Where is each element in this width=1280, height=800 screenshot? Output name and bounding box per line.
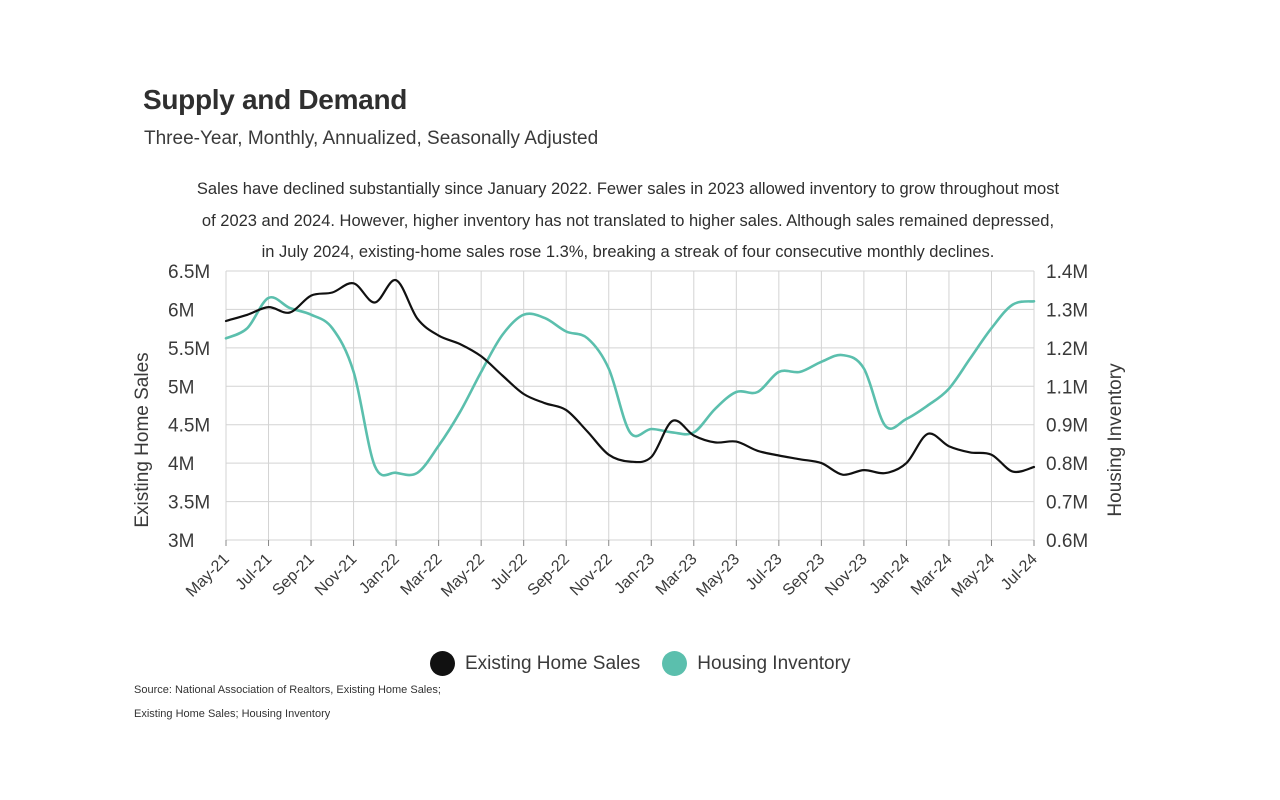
- x-tick-label: May-22: [438, 551, 488, 601]
- x-tick-label: Mar-24: [908, 551, 956, 599]
- description-line-2: of 2023 and 2024. However, higher invent…: [201, 211, 1055, 230]
- x-tick-label: Jan-23: [611, 551, 658, 598]
- y-left-tick-label: 5M: [168, 377, 194, 398]
- source-note-continued: Existing Home Sales; Housing Inventory: [134, 708, 331, 720]
- y-right-tick-label: 0.9M: [1046, 416, 1088, 437]
- y-left-tick-label: 6M: [168, 300, 194, 321]
- chart-description: Sales have declined substantially since …: [168, 174, 1088, 269]
- y-right-tick-label: 0.6M: [1046, 531, 1088, 552]
- legend-dot-sales: [430, 651, 455, 676]
- y-left-tick-label: 4M: [168, 454, 194, 475]
- legend-item-inventory: Housing Inventory: [662, 651, 850, 676]
- x-tick-label: Mar-23: [653, 551, 701, 599]
- y-left-axis-title: Existing Home Sales: [132, 352, 153, 527]
- y-right-axis-title: Housing Inventory: [1105, 363, 1126, 517]
- y-right-tick-label: 1.4M: [1046, 262, 1088, 283]
- y-right-tick-label: 1.3M: [1046, 300, 1088, 321]
- chart-title: Supply and Demand: [143, 84, 408, 115]
- x-tick-label: Jan-22: [356, 551, 403, 598]
- legend-label-sales: Existing Home Sales: [465, 652, 641, 674]
- x-tick-label: Mar-22: [398, 551, 446, 599]
- x-tick-label: Nov-22: [567, 551, 616, 600]
- legend-item-sales: Existing Home Sales: [430, 651, 640, 676]
- chart-subtitle: Three-Year, Monthly, Annualized, Seasona…: [144, 128, 599, 149]
- x-tick-label: Jul-24: [998, 551, 1041, 594]
- y-right-tick-label: 1.2M: [1046, 339, 1088, 360]
- x-tick-label: May-23: [693, 551, 743, 601]
- grid-layer: [225, 270, 1035, 546]
- legend-dot-inventory: [662, 651, 688, 676]
- y-right-tick-label: 1.1M: [1046, 377, 1088, 398]
- y-left-tick-label: 5.5M: [168, 339, 210, 360]
- x-tick-label: Nov-23: [822, 551, 871, 600]
- x-tick-label: Nov-21: [312, 551, 361, 600]
- source-note: Source: National Association of Realtors…: [134, 684, 441, 696]
- x-tick-label: May-24: [949, 551, 999, 601]
- x-tick-label: Sep-22: [525, 551, 574, 600]
- x-tick-label: May-21: [183, 551, 233, 601]
- y-left-tick-label: 3M: [168, 531, 194, 552]
- description-line-1: Sales have declined substantially since …: [196, 180, 1060, 198]
- y-left-tick-label: 3.5M: [168, 493, 210, 514]
- x-tick-label: Sep-23: [780, 551, 829, 600]
- y-left-tick-label: 4.5M: [168, 416, 210, 437]
- x-tick-label: Sep-21: [269, 551, 318, 600]
- x-tick-label: Jan-24: [867, 551, 914, 598]
- legend-label-inventory: Housing Inventory: [697, 652, 851, 674]
- series-line-housing-inventory: [224, 295, 1036, 477]
- description-line-3: in July 2024, existing-home sales rose 1…: [261, 243, 995, 261]
- series-layer: [224, 279, 1036, 477]
- series-line-existing-home-sales: [224, 279, 1036, 476]
- y-right-tick-label: 0.7M: [1046, 493, 1088, 514]
- y-right-tick-label: 0.8M: [1046, 454, 1088, 475]
- y-left-tick-label: 6.5M: [168, 262, 210, 283]
- chart-legend: Existing Home Sales Housing Inventory: [430, 651, 872, 676]
